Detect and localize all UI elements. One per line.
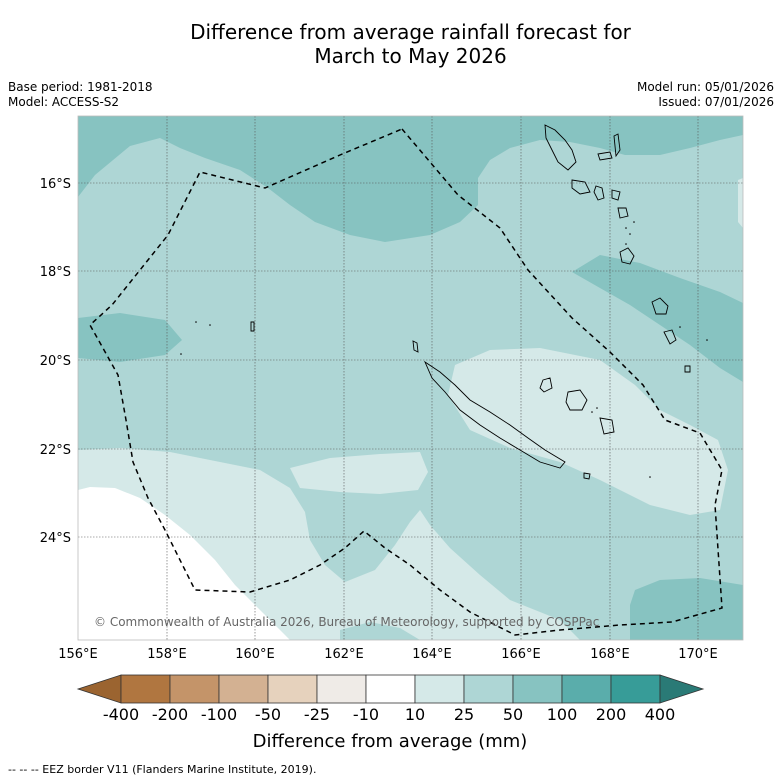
colorbar-cell xyxy=(365,674,416,704)
lon-label: 166°E xyxy=(501,647,541,662)
small-islets xyxy=(180,221,708,478)
eez-legend: -- -- -- EEZ border V11 (Flanders Marine… xyxy=(8,763,317,776)
anomaly-25-50-south xyxy=(340,622,420,640)
colorbar-tick-label: 10 xyxy=(405,705,425,724)
latitude-labels: 16°S 18°S 20°S 22°S 24°S xyxy=(40,177,71,546)
chart-title: Difference from average rainfall forecas… xyxy=(0,20,781,68)
lat-label: 24°S xyxy=(40,531,71,546)
colorbar-title: Difference from average (mm) xyxy=(253,731,528,752)
vanuatu-ambrym xyxy=(593,185,605,201)
anomaly-10-25-edge xyxy=(738,178,743,228)
belep-islands xyxy=(412,340,419,353)
colorbar-cell xyxy=(414,674,465,704)
lon-label: 168°E xyxy=(590,647,630,662)
base-period: Base period: 1981-2018 xyxy=(8,80,153,94)
lat-label: 16°S xyxy=(40,177,71,192)
title-line-1: Difference from average rainfall forecas… xyxy=(190,20,631,44)
model-run: Model run: 05/01/2026 xyxy=(636,80,774,94)
colorbar-cell xyxy=(610,674,661,704)
loyalty-island-ouvea xyxy=(539,377,553,393)
anomaly-50-100-north xyxy=(78,116,743,242)
lat-label: 20°S xyxy=(40,354,71,369)
colorbar-tick-label: -100 xyxy=(201,705,237,724)
issued-date: Issued: 07/01/2026 xyxy=(658,95,774,109)
map-frame xyxy=(77,115,744,641)
colorbar-tick-label: -400 xyxy=(103,705,139,724)
anomaly-10-25-new-caledonia xyxy=(448,348,728,515)
colorbar-tick-label: -25 xyxy=(304,705,330,724)
lat-label: 22°S xyxy=(40,443,71,458)
isle-of-pines xyxy=(583,472,591,480)
vanuatu-efate xyxy=(619,247,635,265)
anomaly-50-100-southeast xyxy=(630,578,743,640)
colorbar-tick-label: 100 xyxy=(547,705,578,724)
colorbar-cell xyxy=(218,674,269,704)
anomaly-10-25-central xyxy=(290,452,428,494)
colorbar-tick-label: 50 xyxy=(503,705,523,724)
vanuatu-shepherd xyxy=(617,207,629,219)
vanuatu-maewo xyxy=(597,151,613,161)
anomaly-neutral-southwest xyxy=(78,487,290,640)
colorbar-cell xyxy=(512,674,563,704)
colorbar-cell xyxy=(267,674,318,704)
longitude-labels: 156°E 158°E 160°E 162°E 164°E 166°E 168°… xyxy=(58,647,718,662)
vanuatu-erromango xyxy=(651,297,669,315)
vanuatu-epi xyxy=(611,189,621,201)
vanuatu-tanna xyxy=(663,329,677,345)
graticule xyxy=(78,116,743,640)
map-credit: © Commonwealth of Australia 2026, Bureau… xyxy=(94,615,599,629)
anomaly-50-100-east xyxy=(572,255,743,382)
metadata-right: Model run: 05/01/2026 Issued: 07/01/2026 xyxy=(637,80,774,110)
lon-label: 160°E xyxy=(235,647,275,662)
colorbar-tick-label: -10 xyxy=(353,705,379,724)
colorbar-cell xyxy=(169,674,220,704)
colorbar-tick-label: 200 xyxy=(596,705,627,724)
metadata-left: Base period: 1981-2018 Model: ACCESS-S2 xyxy=(8,80,153,110)
loyalty-island-mare xyxy=(599,417,615,435)
colorbar-extend-high xyxy=(659,674,705,704)
chesterfield-islands xyxy=(250,321,255,332)
lon-label: 170°E xyxy=(678,647,718,662)
lat-label: 18°S xyxy=(40,265,71,280)
colorbar-cell xyxy=(120,674,171,704)
colorbar: -400 -200 -100 -50 -25 -10 10 25 50 100 200 400 xyxy=(76,674,705,724)
loyalty-island-lifou xyxy=(565,389,588,411)
new-caledonia-island xyxy=(423,360,566,469)
colorbar-cell xyxy=(316,674,367,704)
vanuatu-pentecost xyxy=(613,133,621,158)
colorbar-cell xyxy=(463,674,514,704)
vanuatu-espiritu-santo xyxy=(544,124,577,171)
model-name: Model: ACCESS-S2 xyxy=(8,95,120,109)
vanuatu-aneityum xyxy=(684,365,691,373)
colorbar-tick-label: -50 xyxy=(255,705,281,724)
colorbar-tick-label: 25 xyxy=(454,705,474,724)
lon-label: 156°E xyxy=(58,647,98,662)
colorbar-tick-label: 400 xyxy=(645,705,676,724)
eez-border xyxy=(89,128,723,636)
vanuatu-malakula xyxy=(571,179,591,195)
title-line-2: March to May 2026 xyxy=(314,44,507,68)
colorbar-extend-low xyxy=(76,674,122,704)
rainfall-map xyxy=(78,116,743,640)
colorbar-tick-label: -200 xyxy=(152,705,188,724)
colorbar-cell xyxy=(561,674,612,704)
lon-label: 162°E xyxy=(324,647,364,662)
lon-label: 164°E xyxy=(412,647,452,662)
coastlines xyxy=(250,124,691,480)
lon-label: 158°E xyxy=(147,647,187,662)
